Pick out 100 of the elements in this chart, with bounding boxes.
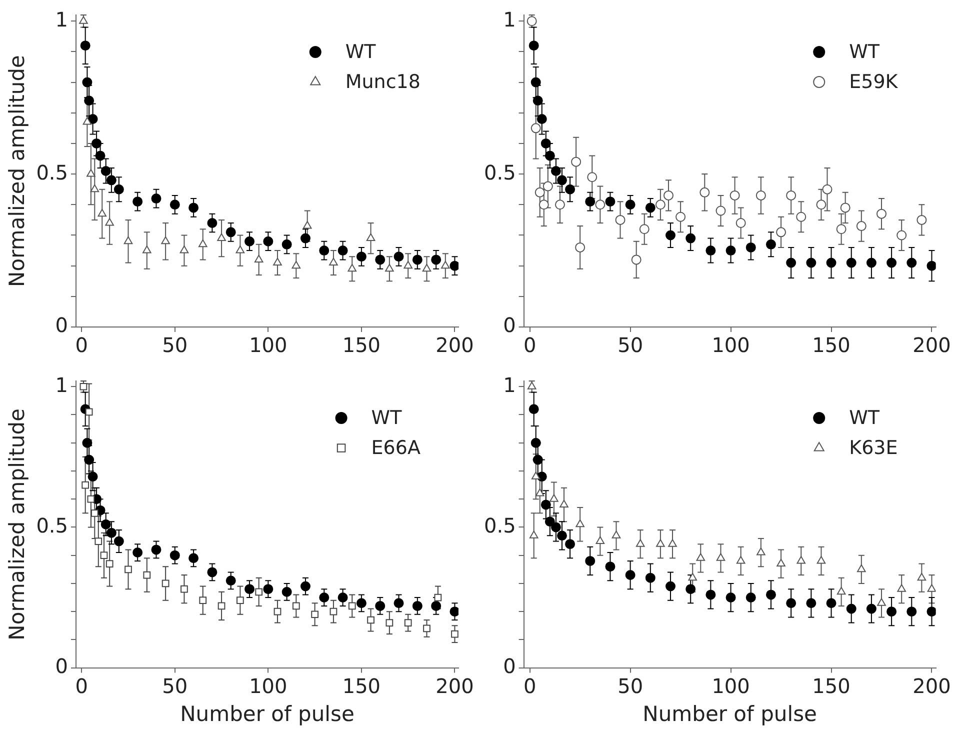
point xyxy=(329,258,338,266)
point xyxy=(180,585,188,593)
y-tick-label: 0.5 xyxy=(484,160,516,184)
point xyxy=(82,77,92,88)
point xyxy=(527,382,536,390)
x-tick-label: 50 xyxy=(162,674,188,698)
point xyxy=(100,519,111,530)
legend-label: Munc18 xyxy=(345,70,420,93)
y-tick-label: 1 xyxy=(55,7,68,32)
point xyxy=(88,472,98,482)
point xyxy=(746,242,756,252)
legend-label: K63E xyxy=(849,436,898,459)
point xyxy=(796,556,806,564)
point xyxy=(531,472,540,480)
point xyxy=(726,592,736,603)
point xyxy=(394,252,404,262)
point xyxy=(565,184,576,194)
point xyxy=(663,190,674,200)
point xyxy=(162,580,170,588)
point xyxy=(544,150,555,161)
point xyxy=(786,258,796,268)
point xyxy=(666,230,676,240)
point xyxy=(100,552,108,560)
point xyxy=(404,619,412,626)
point xyxy=(302,221,312,229)
point xyxy=(676,212,686,222)
point xyxy=(356,252,366,262)
y-tick-label: 1 xyxy=(55,372,68,397)
point xyxy=(550,166,561,176)
point xyxy=(736,556,746,564)
point xyxy=(529,530,538,538)
y-tick-label: 1 xyxy=(503,372,516,397)
point xyxy=(696,553,706,561)
point xyxy=(198,239,208,248)
point xyxy=(431,254,442,265)
point xyxy=(716,206,726,216)
point xyxy=(132,548,143,558)
x-tick-label: 200 xyxy=(912,333,951,358)
point xyxy=(927,584,936,592)
y-axis-title: Normalized amplitude xyxy=(5,55,30,287)
point xyxy=(226,227,236,238)
point xyxy=(706,590,716,600)
x-tick-label: 0 xyxy=(75,333,88,358)
point xyxy=(550,494,558,502)
point xyxy=(441,260,450,269)
point xyxy=(540,138,551,148)
point xyxy=(450,260,458,271)
x-tick-label: 100 xyxy=(712,333,750,358)
point xyxy=(565,539,576,550)
point xyxy=(338,246,348,256)
point xyxy=(857,564,866,572)
point xyxy=(82,438,92,448)
point xyxy=(180,246,189,254)
point xyxy=(645,572,656,583)
y-axis-title: Normalized amplitude xyxy=(5,408,30,640)
point xyxy=(840,202,850,213)
point xyxy=(412,254,422,265)
point xyxy=(625,570,636,580)
point xyxy=(816,556,826,564)
point xyxy=(530,438,541,448)
point xyxy=(330,608,338,616)
point xyxy=(105,218,114,226)
point xyxy=(686,233,696,244)
point xyxy=(655,200,666,210)
point xyxy=(595,200,606,210)
point xyxy=(576,519,584,528)
y-tick-label: 0.5 xyxy=(36,513,68,538)
point xyxy=(587,172,598,182)
point xyxy=(170,200,180,210)
point xyxy=(926,260,936,271)
point xyxy=(90,509,98,517)
point xyxy=(846,604,856,614)
point xyxy=(366,233,376,242)
point xyxy=(596,536,605,544)
x-tick-label: 0 xyxy=(523,674,536,698)
point xyxy=(143,571,151,579)
point xyxy=(585,196,596,207)
point xyxy=(84,96,94,106)
point xyxy=(356,598,366,608)
point xyxy=(87,495,95,503)
point xyxy=(535,488,544,496)
point xyxy=(886,606,897,617)
legend-label: WT xyxy=(849,40,880,63)
x-tick-label: 50 xyxy=(618,674,644,698)
point xyxy=(311,610,318,618)
point xyxy=(95,150,106,161)
point xyxy=(348,602,356,610)
point xyxy=(226,576,236,586)
point xyxy=(207,218,218,228)
point xyxy=(560,500,568,508)
point xyxy=(756,190,766,200)
point xyxy=(132,196,143,207)
point xyxy=(338,592,348,603)
point xyxy=(615,214,626,225)
x-tick-label: 100 xyxy=(249,674,288,698)
point xyxy=(896,230,907,240)
point xyxy=(554,200,565,210)
point xyxy=(300,581,310,592)
point xyxy=(423,624,430,632)
point xyxy=(530,77,541,88)
